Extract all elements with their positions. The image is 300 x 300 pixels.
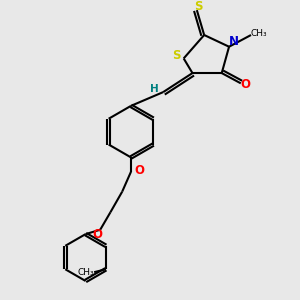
Text: N: N [229, 35, 239, 48]
Text: O: O [92, 228, 102, 241]
Text: O: O [135, 164, 145, 177]
Text: S: S [194, 0, 202, 13]
Text: H: H [150, 84, 159, 94]
Text: S: S [172, 49, 181, 62]
Text: CH₃: CH₃ [251, 29, 268, 38]
Text: O: O [240, 78, 250, 91]
Text: CH₃: CH₃ [77, 268, 94, 277]
